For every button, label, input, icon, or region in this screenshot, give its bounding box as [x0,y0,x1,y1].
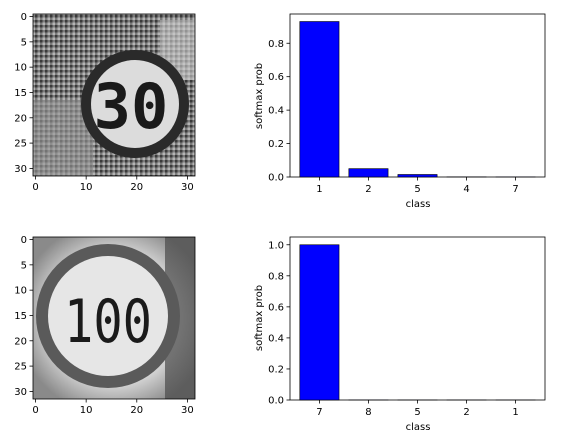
image-3-ytick-label: 5 [21,260,27,271]
image-1-xtick-label: 20 [130,182,143,193]
bar-chart-1-ytick-label: 0.2 [268,139,284,150]
image-3-ytick-label: 10 [14,286,27,297]
image-1-ytick-label: 30 [14,164,27,175]
image-1-ytick-label: 25 [14,139,27,150]
image-3-ytick-label: 15 [14,311,27,322]
bar-chart-1-bar [300,22,339,177]
bar-chart-2-xlabel: class [406,422,431,433]
bar-chart-1-xtick-label: 1 [316,184,322,195]
sign-text-100: 100 [64,287,152,357]
bar-chart-2-ytick-label: 0.8 [268,271,284,282]
bar-chart-1-bar [349,169,388,177]
bar-chart-1-xtick-label: 4 [463,184,469,195]
bar-chart-1-ytick-label: 0.0 [268,173,284,184]
sign-image-100: 100 [33,237,195,399]
bar-chart-1-xtick-label: 7 [512,184,518,195]
image-panel-1: 30 0 10 20 30 0 5 10 15 20 25 30 [14,12,195,193]
bar-chart-2-ytick-label: 0.4 [268,333,284,344]
image-1-ytick-label: 0 [21,12,27,23]
image-1-xtick-label: 0 [32,182,38,193]
image-3-ytick-label: 0 [21,235,27,246]
bar-chart-2-xtick-label: 5 [414,407,420,418]
bar-chart-2-ytick-label: 0.6 [268,302,284,313]
bar-chart-2-ylabel: softmax prob [254,285,265,351]
image-3-xtick-label: 30 [181,405,194,416]
image-1-xtick-label: 10 [80,182,93,193]
bar-chart-1-bar [398,174,437,177]
image-3-xtick-label: 20 [130,405,143,416]
bar-chart-2-ytick-label: 1.0 [268,240,284,251]
sign-image-30: 30 [33,14,195,176]
image-1-ytick-label: 5 [21,37,27,48]
image-1-xtick-label: 30 [181,182,194,193]
bar-chart-1-xlabel: class [406,199,431,210]
bar-chart-1-xtick-label: 2 [365,184,371,195]
bar-chart-2-ytick-label: 0.2 [268,364,284,375]
bar-chart-2-xtick-label: 1 [512,407,518,418]
image-3-xtick-label: 0 [32,405,38,416]
bar-chart-1-ytick-label: 0.6 [268,72,284,83]
bar-chart-2-xtick-label: 2 [463,407,469,418]
image-panel-3: 100 0 10 20 30 0 5 10 15 20 25 30 [14,235,195,416]
image-3-xtick-label: 10 [80,405,93,416]
bar-chart-2-bar [300,245,339,400]
sign-text-30: 30 [94,70,169,143]
image-3-ytick-label: 25 [14,362,27,373]
bar-chart-2-ytick-label: 0.0 [268,396,284,407]
bar-chart-1-ytick-label: 0.4 [268,106,284,117]
bar-chart-1-xtick-label: 5 [414,184,420,195]
bar-chart-1-ytick-label: 0.8 [268,39,284,50]
image-1-ytick-label: 20 [14,113,27,124]
bar-chart-1-ylabel: softmax prob [254,63,265,129]
bar-chart-2: 7 8 5 2 1 0.0 0.2 0.4 0.6 0.8 1.0 class softmax pr… [254,237,545,433]
image-1-ytick-label: 15 [14,88,27,99]
image-3-ytick-label: 30 [14,387,27,398]
image-1-ytick-label: 10 [14,63,27,74]
bar-chart-2-xtick-label: 8 [365,407,371,418]
bar-chart-1: 1 2 5 4 7 0.0 0.2 0.4 0.6 0.8 class softmax prob [254,14,545,210]
bar-chart-2-xtick-label: 7 [316,407,322,418]
image-3-ytick-label: 20 [14,336,27,347]
